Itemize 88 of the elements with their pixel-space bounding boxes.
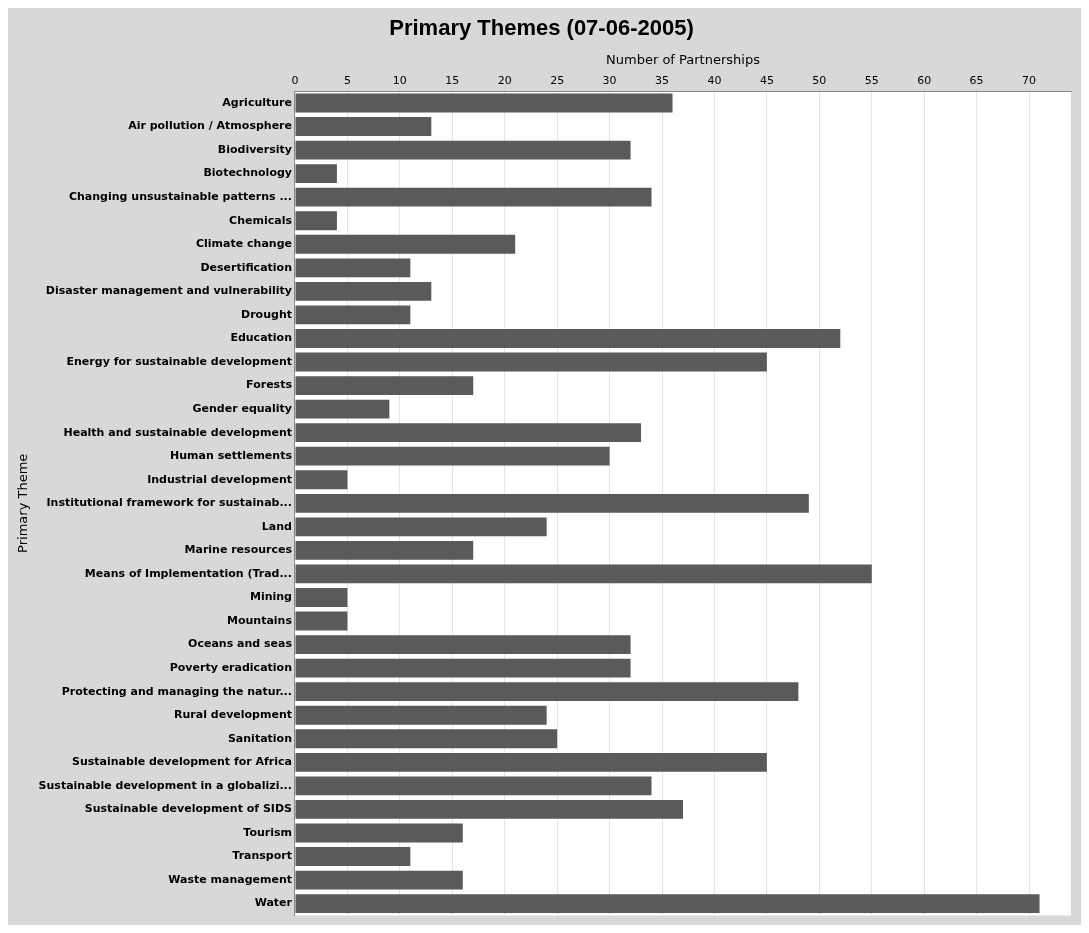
bar [295,540,474,560]
bar [295,894,1040,914]
bar [295,564,872,584]
y-tick-label: Marine resources [184,543,293,557]
bar [295,470,348,490]
bar [295,399,390,419]
x-tick-label: 25 [550,74,565,88]
bar [295,93,673,113]
y-tick-label: Agriculture [222,95,292,109]
x-tick-label: 5 [343,74,351,88]
x-tick-label: 60 [917,74,932,88]
bar [295,446,610,466]
y-tick-label: Biotechnology [203,166,292,180]
bar [295,140,631,160]
x-tick-label: 45 [759,74,774,88]
x-tick-label: 35 [655,74,670,88]
bar [295,705,547,725]
bar [295,423,642,443]
y-tick-label: Tourism [243,825,292,839]
chart-title: Primary Themes (07-06-2005) [389,15,694,41]
y-tick-label: Drought [241,307,292,321]
bar [295,164,337,184]
x-tick-label: 15 [445,74,460,88]
bar [295,776,652,796]
y-tick-label: Mountains [226,613,293,627]
y-tick-label: Changing unsustainable patterns ... [68,190,292,204]
y-tick-label: Sustainable development of SIDS [84,802,293,816]
bar [295,588,348,607]
y-tick-label: Sustainable development in a globalizi... [38,778,292,792]
x-tick-label: 20 [497,74,512,88]
x-tick-label: 30 [602,74,617,88]
y-tick-label: Means of Implementation (Trad... [84,566,292,580]
bar [295,682,799,702]
x-tick-label: 70 [1022,74,1037,88]
y-tick-label: Gender equality [192,401,292,415]
y-tick-label: Sustainable development for Africa [72,755,292,769]
y-tick-label: Industrial development [147,472,292,486]
bar [295,211,337,231]
y-tick-label: Energy for sustainable development [66,354,292,368]
bar [295,870,463,890]
bar [295,376,474,395]
bar [295,611,348,631]
bar [295,281,432,301]
x-tick-label: 40 [707,74,722,88]
bar [295,493,809,513]
y-tick-label: Institutional framework for sustainab... [46,496,292,510]
bar [295,823,463,843]
y-tick-label: Rural development [174,708,292,722]
x-tick-label: 10 [392,74,407,88]
x-tick-label: 50 [812,74,827,88]
bar [295,258,411,278]
y-tick-label: Land [261,519,292,533]
y-tick-label: Sanitation [227,731,292,745]
y-tick-label: Protecting and managing the natur... [61,684,292,698]
x-tick-label: 0 [291,74,299,88]
bar [295,234,516,254]
y-tick-label: Poverty eradication [169,661,292,674]
x-axis-title: Number of Partnerships [606,51,761,67]
bar [295,329,841,348]
y-tick-label: Water [254,896,293,910]
y-tick-label: Health and sustainable development [63,425,292,439]
y-tick-label: Waste management [168,872,292,886]
y-tick-label: Forests [246,378,293,392]
bar [295,517,547,537]
bar [295,635,631,655]
bar [295,800,683,819]
bar [295,658,631,678]
y-tick-label: Mining [249,590,292,604]
y-tick-label: Education [230,331,292,345]
y-tick-label: Transport [232,849,292,863]
bar [295,187,652,207]
bar [295,752,767,772]
y-tick-label: Chemicals [229,213,293,227]
y-tick-label: Disaster management and vulnerability [45,284,292,298]
x-tick-label: 55 [864,74,879,88]
y-tick-label: Air pollution / Atmosphere [128,119,292,133]
y-tick-label: Oceans and seas [188,637,293,651]
y-axis-title: Primary Theme [15,453,31,553]
bar [295,729,558,749]
bar [295,305,411,325]
bar [295,847,411,866]
bar [295,117,432,136]
y-tick-label: Human settlements [170,449,293,463]
y-tick-label: Desertification [200,260,292,274]
bar [295,352,767,372]
y-tick-label: Climate change [195,237,292,251]
x-tick-label: 65 [969,74,984,88]
y-tick-label: Biodiversity [217,142,292,156]
